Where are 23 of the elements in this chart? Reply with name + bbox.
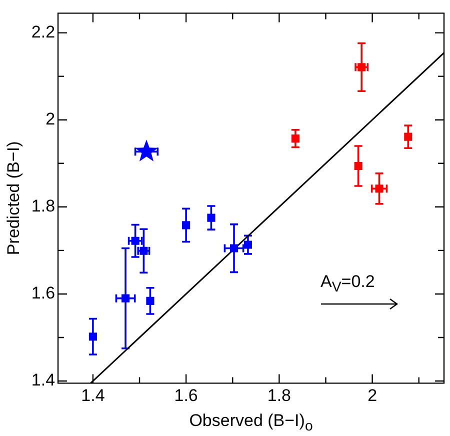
x-tick-label: 1.8 — [267, 386, 292, 406]
y-tick-label: 1.4 — [31, 370, 56, 390]
x-axis-title: Observed (B−I)$_{o}$ — [189, 411, 313, 435]
y-tick-label: 1.8 — [31, 196, 56, 216]
point — [230, 244, 238, 252]
y-tick-label: 1.6 — [31, 284, 56, 303]
point — [122, 294, 130, 302]
point — [404, 132, 412, 141]
y-axis-title: Predicted (B−I) — [4, 141, 23, 256]
y-tick-label: 2 — [46, 110, 56, 129]
x-tick-label: 2 — [368, 386, 378, 406]
point — [354, 162, 362, 170]
point — [375, 184, 384, 193]
point — [207, 214, 216, 222]
point — [146, 296, 154, 305]
point — [291, 134, 300, 143]
x-tick-label: 1.4 — [81, 386, 105, 406]
y-tick-label: 2.2 — [31, 22, 56, 42]
point — [182, 221, 190, 230]
x-tick-label: 1.6 — [174, 386, 198, 406]
annotation: A$_{V}$=0.2 — [320, 272, 375, 296]
point — [88, 332, 97, 341]
point — [244, 240, 252, 249]
